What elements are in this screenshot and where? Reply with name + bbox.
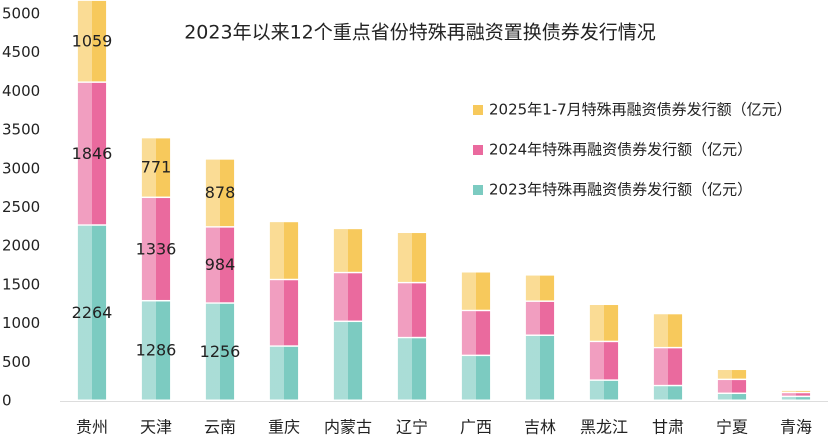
x-tick-label: 天津 [140,418,172,437]
bar-shine [141,138,171,197]
bar-shine [333,229,363,272]
bar-shine [781,393,811,396]
bar-shine [205,303,235,400]
legend-swatch [473,185,483,195]
data-label: 1059 [72,31,113,50]
legend-label: 2023年特殊再融资债券发行额（亿元） [489,181,752,199]
x-tick-label: 广西 [460,418,492,437]
bar-shine [653,348,683,385]
y-tick-label: 2000 [2,237,40,255]
data-label: 771 [141,158,172,177]
bar-shine [397,283,427,337]
bar-shine [461,272,491,310]
x-tick-label: 内蒙古 [324,418,372,437]
bar-shine [717,370,747,379]
bar-shine [269,280,299,346]
bar-shine [461,356,491,400]
data-label: 984 [205,255,236,274]
bar-shine [525,335,555,400]
bar-shine [781,397,811,400]
bar-shine [333,322,363,400]
x-tick-label: 吉林 [524,418,556,437]
data-label: 1846 [72,144,113,163]
x-tick-label: 甘肃 [652,418,684,437]
bar-shine [77,225,107,400]
bar-shine [77,82,107,225]
x-tick-label: 辽宁 [396,418,428,437]
bar-shine [653,386,683,400]
x-tick-label: 贵州 [76,418,108,437]
bar-shine [141,301,171,400]
bar-shine [653,314,683,347]
y-tick-label: 0 [2,392,12,410]
y-tick-label: 2500 [2,198,40,216]
data-label: 1336 [136,239,177,258]
bar-shine [397,338,427,400]
bar-shine [589,342,619,380]
x-tick-label: 宁夏 [716,418,748,437]
bar-shine [269,222,299,279]
bar-shine [525,301,555,335]
y-tick-label: 4000 [2,82,40,100]
legend-swatch [473,105,483,115]
bar-shine [205,227,235,303]
bar-shine [205,159,235,227]
bar-shine [781,390,811,392]
legend-label: 2024年特殊再融资债券发行额（亿元） [489,141,752,159]
x-tick-label: 云南 [204,418,236,437]
y-tick-label: 5000 [2,5,40,23]
bar-shine [717,394,747,400]
y-tick-label: 3500 [2,121,40,139]
bar-shine [717,380,747,393]
legend-label: 2025年1-7月特殊再融资债券发行额（亿元） [489,101,792,119]
y-tick-label: 3000 [2,159,40,177]
x-tick-label: 黑龙江 [580,418,628,437]
bar-shine [589,305,619,341]
bar-shine [589,380,619,400]
bar-shine [525,275,555,301]
y-tick-label: 1000 [2,314,40,332]
y-tick-label: 4500 [2,43,40,61]
x-tick-label: 重庆 [268,418,300,437]
chart-title: 2023年以来12个重点省份特殊再融资置换债券发行情况 [184,22,656,44]
data-label: 1286 [136,341,177,360]
y-tick-label: 1500 [2,275,40,293]
x-tick-label: 青海 [780,418,812,437]
bar-shine [397,233,427,282]
y-tick-label: 500 [2,353,31,371]
bar-shine [333,273,363,321]
legend-swatch [473,145,483,155]
bar-shine [269,346,299,400]
data-label: 878 [205,183,236,202]
data-label: 1256 [200,342,241,361]
bar-shine [77,0,107,82]
bar-shine [461,311,491,355]
bar-shine [141,198,171,300]
data-label: 2264 [72,303,113,322]
